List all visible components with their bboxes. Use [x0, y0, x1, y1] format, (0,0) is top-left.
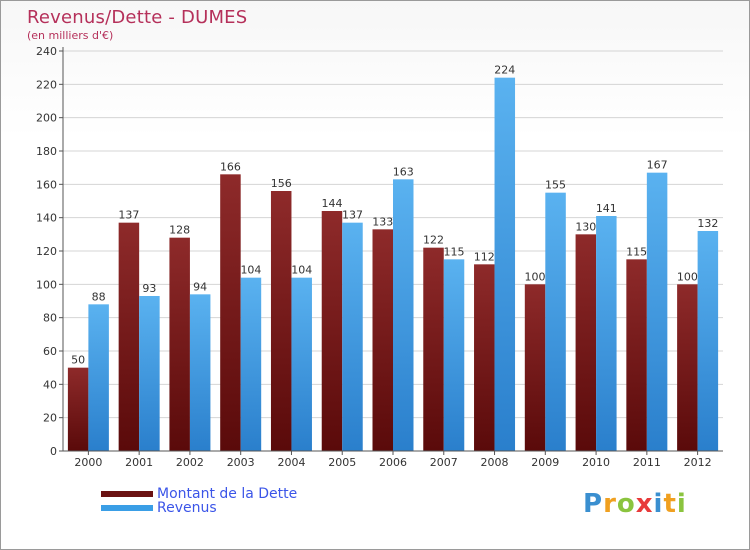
bar-revenue: [88, 304, 109, 451]
legend-item-debt: Montant de la Dette: [101, 486, 298, 502]
bar-revenue: [646, 172, 668, 451]
data-label-debt: 100: [677, 270, 698, 283]
data-label-revenue: 141: [596, 202, 617, 215]
data-label-debt: 100: [525, 270, 546, 283]
x-tick-label: 2002: [176, 456, 204, 469]
y-tick-label: 100: [36, 278, 57, 291]
chart-legend: Montant de la Dette Revenus: [101, 486, 298, 516]
x-tick-label: 2007: [430, 456, 458, 469]
data-label-debt: 112: [474, 250, 495, 263]
bar-debt: [118, 222, 140, 451]
data-label-debt: 144: [321, 197, 342, 210]
data-label-revenue: 88: [92, 290, 106, 303]
x-tick-label: 2001: [125, 456, 153, 469]
y-tick-label: 80: [43, 312, 57, 325]
bar-debt: [67, 367, 89, 451]
x-tick-label: 2006: [379, 456, 407, 469]
legend-label-revenue: Revenus: [157, 500, 217, 516]
data-label-debt: 137: [118, 209, 139, 222]
bar-revenue: [443, 259, 465, 451]
bar-revenue: [139, 296, 160, 451]
data-label-debt: 128: [169, 224, 190, 237]
bar-debt: [626, 259, 647, 451]
y-tick-label: 220: [36, 78, 57, 91]
bar-debt: [474, 264, 495, 451]
logo-letter: r: [603, 489, 617, 519]
bar-debt: [423, 247, 444, 451]
legend-swatch-revenue: [101, 505, 153, 511]
x-tick-label: 2008: [481, 456, 509, 469]
data-label-revenue: 137: [342, 209, 363, 222]
bar-revenue: [291, 277, 312, 451]
bar-debt: [220, 174, 241, 452]
x-tick-label: 2010: [582, 456, 610, 469]
data-label-revenue: 104: [240, 264, 261, 277]
bar-revenue: [342, 222, 363, 451]
x-tick-label: 2012: [684, 456, 712, 469]
logo-letter: P: [583, 489, 604, 519]
data-label-debt: 122: [423, 234, 444, 247]
logo-letter: x: [635, 489, 654, 519]
x-tick-label: 2000: [74, 456, 102, 469]
y-tick-label: 20: [43, 412, 57, 425]
data-label-revenue: 155: [545, 179, 566, 192]
data-label-debt: 156: [271, 177, 292, 190]
x-tick-label: 2011: [633, 456, 661, 469]
data-label-revenue: 132: [697, 217, 718, 230]
data-label-revenue: 93: [142, 282, 156, 295]
data-label-debt: 166: [220, 160, 241, 173]
bar-revenue: [189, 294, 211, 451]
bar-revenue: [393, 179, 414, 452]
x-tick-label: 2003: [227, 456, 255, 469]
proxiti-logo: Proxiti: [583, 489, 687, 519]
data-label-revenue: 94: [193, 280, 207, 293]
y-tick-label: 180: [36, 145, 57, 158]
chart-title: Revenus/Dette - DUMES: [27, 7, 248, 28]
x-tick-label: 2004: [277, 456, 305, 469]
bar-debt: [321, 211, 343, 451]
y-tick-label: 240: [36, 45, 57, 58]
data-label-revenue: 163: [393, 165, 414, 178]
bar-revenue: [494, 77, 516, 452]
legend-item-revenue: Revenus: [101, 500, 297, 516]
bar-debt: [270, 191, 292, 451]
y-tick-label: 160: [36, 178, 57, 191]
bar-revenue: [697, 231, 719, 451]
data-label-revenue: 104: [291, 264, 312, 277]
y-tick-label: 200: [36, 112, 57, 125]
logo-letter: t: [663, 489, 677, 519]
y-tick-label: 0: [50, 445, 57, 458]
x-tick-label: 2005: [328, 456, 356, 469]
bar-debt: [575, 234, 597, 451]
data-label-debt: 133: [372, 215, 393, 228]
data-label-debt: 50: [71, 354, 85, 367]
bar-revenue: [240, 277, 262, 451]
legend-label-debt: Montant de la Dette: [157, 486, 298, 502]
data-label-revenue: 167: [647, 159, 668, 172]
x-tick-label: 2009: [531, 456, 559, 469]
bar-revenue: [596, 216, 617, 451]
y-tick-label: 140: [36, 212, 57, 225]
y-tick-label: 60: [43, 345, 57, 358]
bar-debt: [677, 284, 698, 451]
y-tick-label: 40: [43, 378, 57, 391]
bar-debt: [524, 284, 546, 451]
bar-debt: [372, 229, 393, 451]
logo-letter: i: [676, 489, 687, 519]
legend-swatch-debt: [101, 491, 153, 497]
y-tick-label: 120: [36, 245, 57, 258]
data-label-revenue: 224: [494, 64, 515, 77]
bar-revenue: [545, 192, 566, 451]
logo-letter: o: [616, 489, 636, 519]
data-label-debt: 130: [575, 220, 596, 233]
data-label-revenue: 115: [444, 245, 465, 258]
bar-debt: [169, 237, 190, 451]
chart-subtitle: (en milliers d'€): [27, 29, 114, 42]
logo-letter: i: [653, 489, 664, 519]
data-label-debt: 115: [626, 245, 647, 258]
